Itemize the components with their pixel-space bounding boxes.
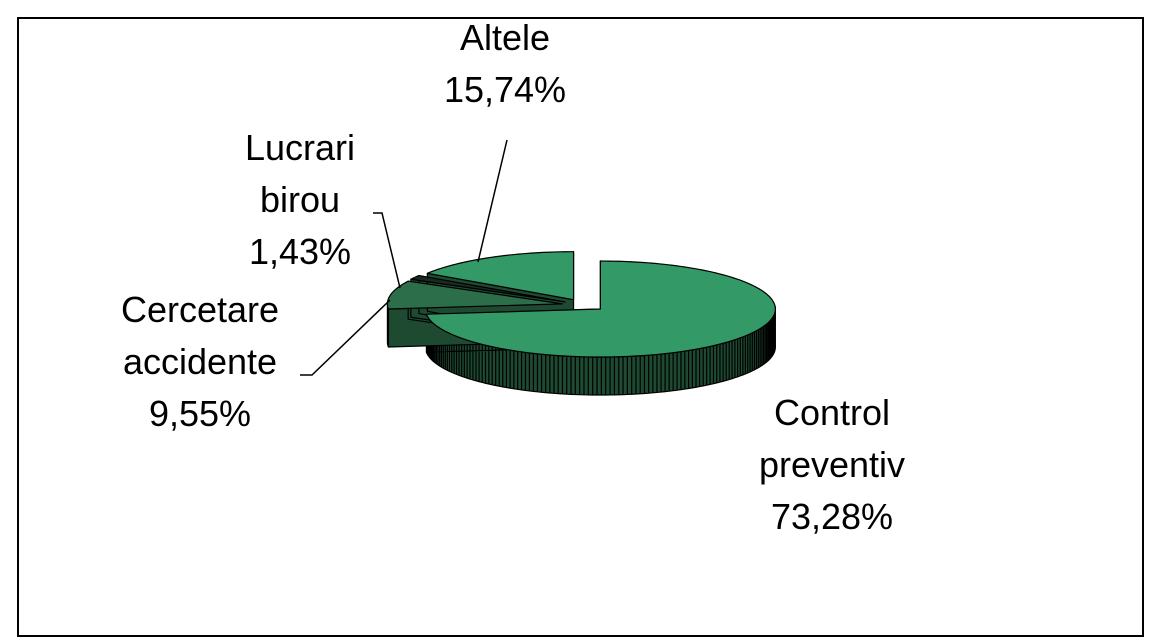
- value-label: 1,43%: [249, 231, 351, 272]
- slice: [425, 260, 776, 358]
- value-label: 73,28%: [771, 496, 893, 537]
- value-label: 9,55%: [149, 393, 251, 434]
- category-label: Cercetare accidente: [121, 289, 279, 382]
- leader-line: [373, 212, 401, 289]
- slice: [426, 251, 575, 301]
- value-label: 15,74%: [444, 69, 566, 110]
- category-label: Control preventiv: [759, 392, 905, 485]
- leader-line: [300, 299, 391, 376]
- category-label: Lucrari birou: [245, 127, 355, 220]
- slice: [386, 280, 564, 310]
- slice-tops: [386, 251, 776, 358]
- leader-line: [477, 139, 508, 263]
- slice: [410, 274, 566, 303]
- category-label: Altele: [460, 17, 550, 58]
- labels: Control preventiv 73,28% Cercetare accidente…: [121, 17, 905, 537]
